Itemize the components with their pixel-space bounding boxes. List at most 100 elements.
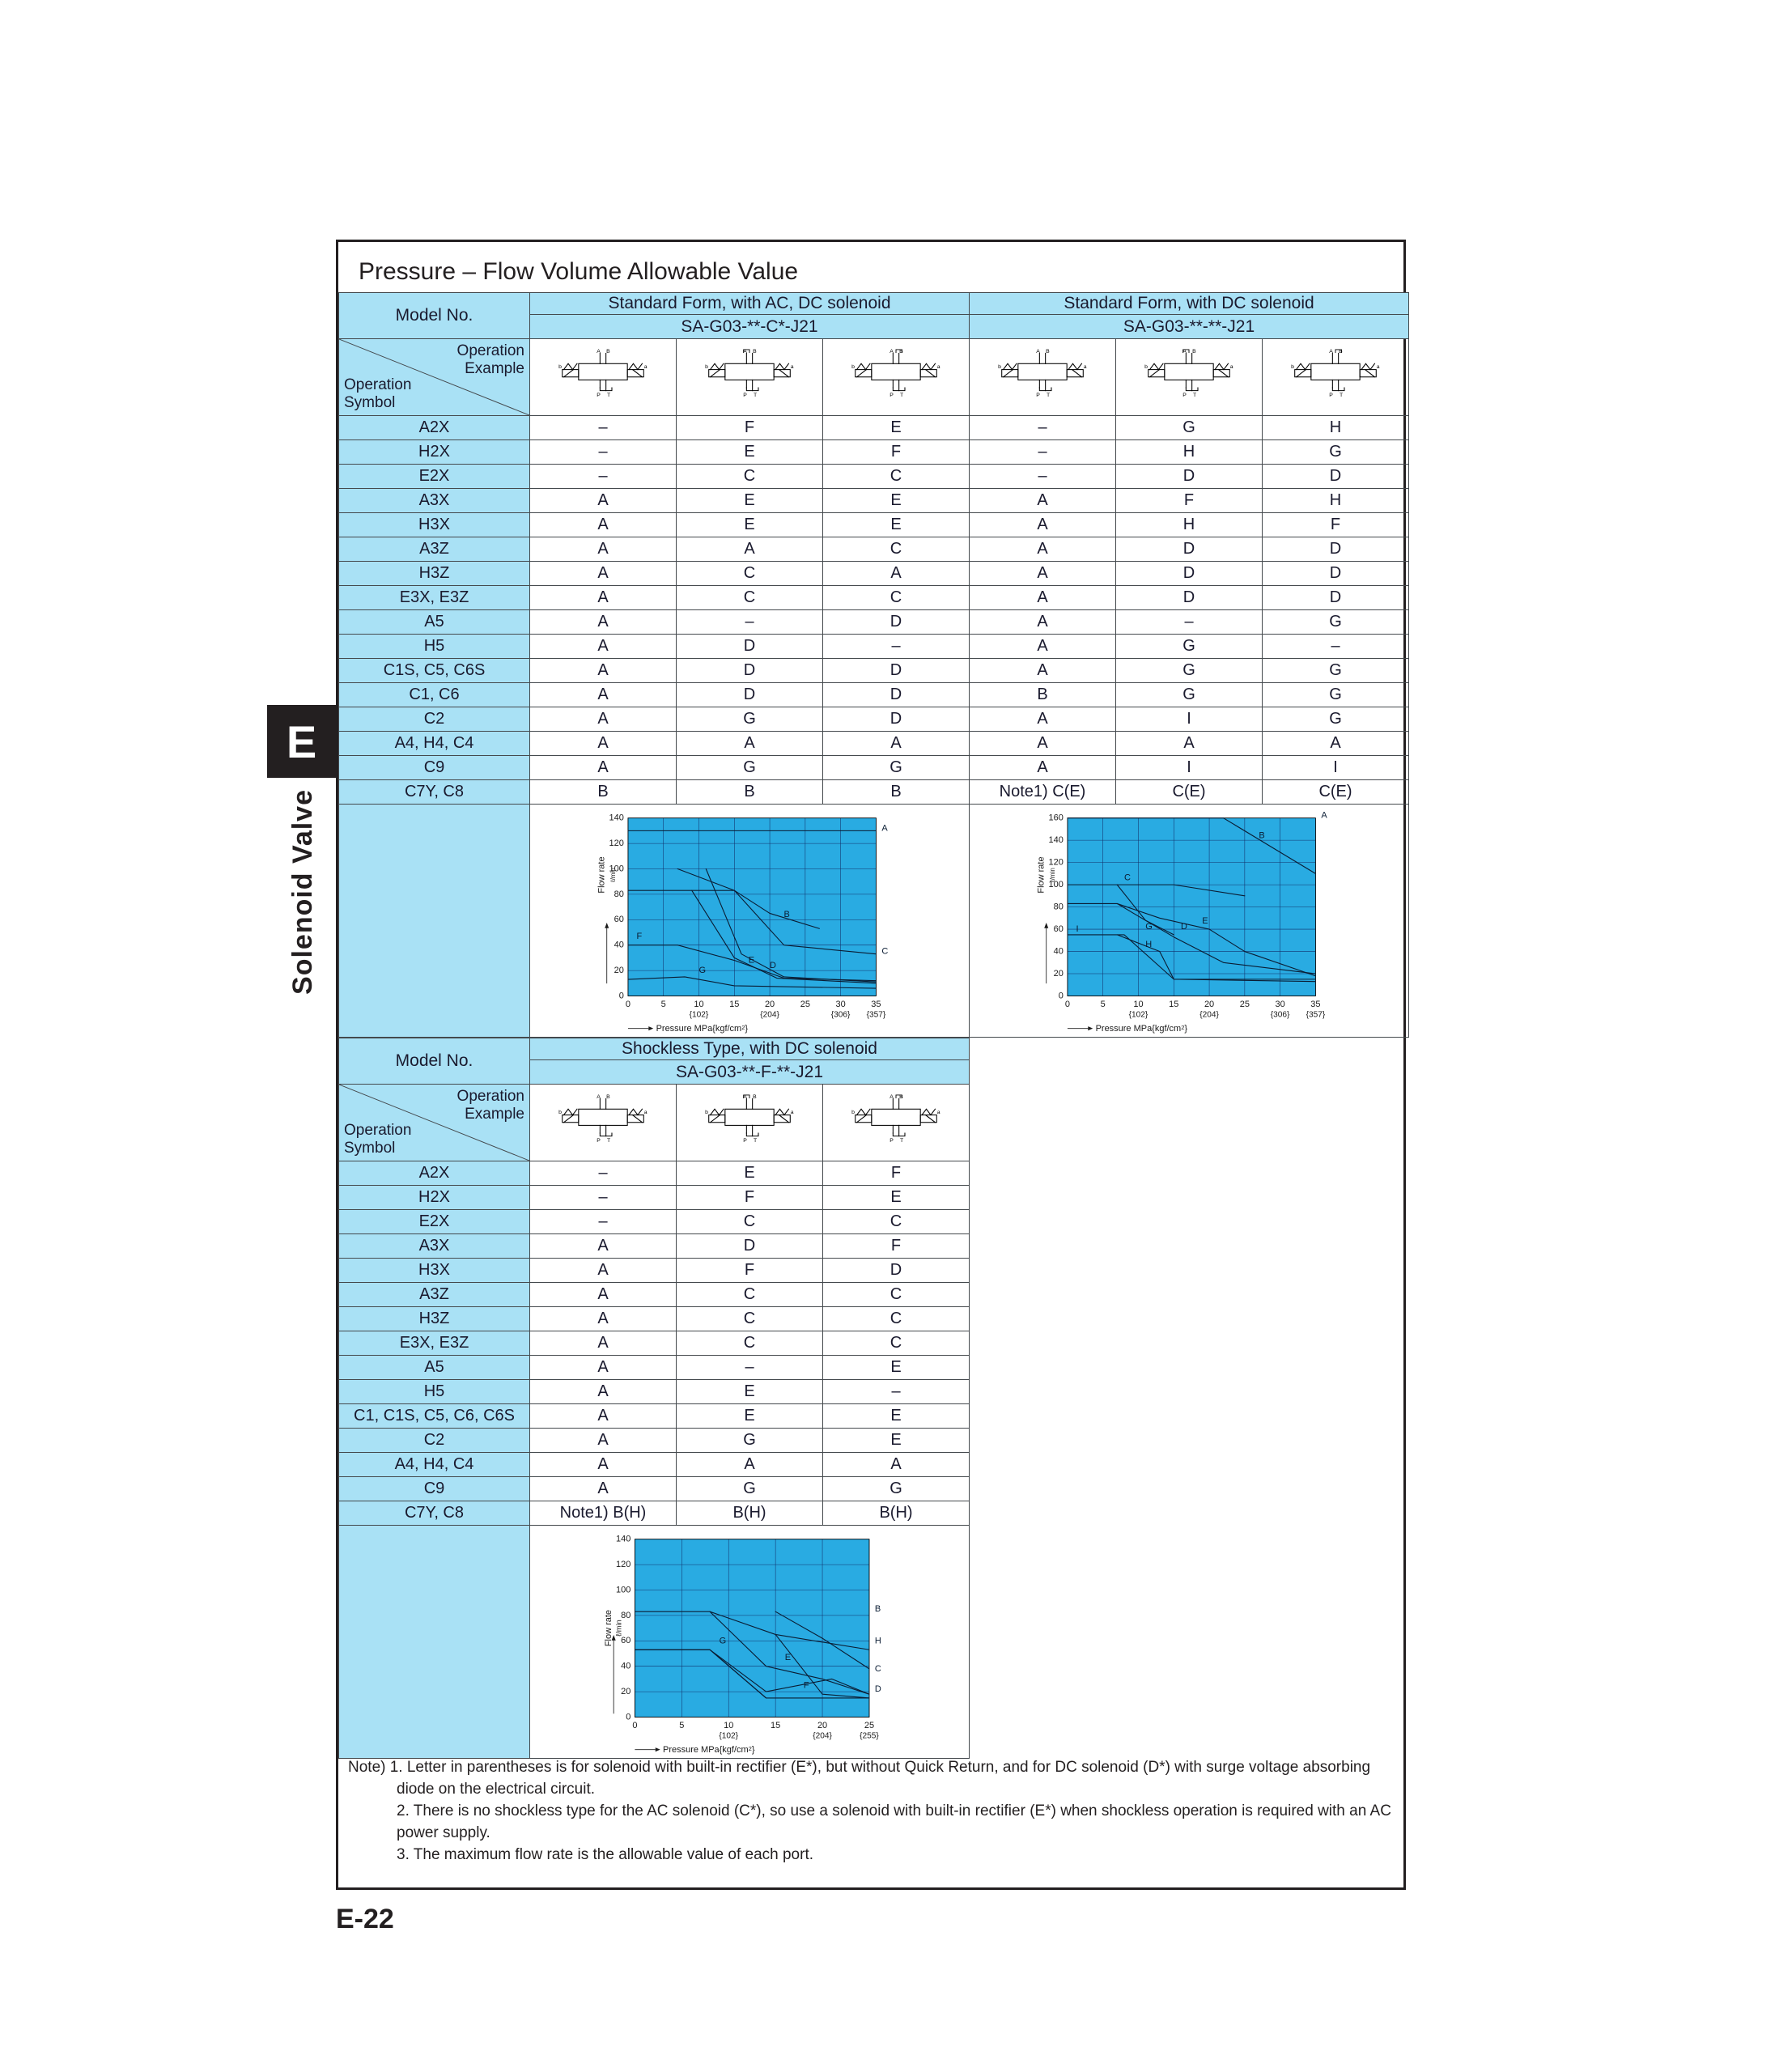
svg-text:ℓ/min: ℓ/min [614, 1620, 622, 1637]
svg-text:F: F [636, 932, 642, 941]
svg-text:F: F [804, 1680, 809, 1690]
svg-text:B: B [784, 910, 790, 919]
svg-text:Flow rate: Flow rate [1036, 856, 1046, 893]
svg-text:15: 15 [771, 1721, 780, 1730]
svg-text:10: 10 [724, 1721, 733, 1730]
svg-text:Flow rate: Flow rate [604, 1610, 614, 1646]
svg-text:10: 10 [1133, 1000, 1143, 1009]
svg-text:A: A [1036, 349, 1040, 355]
svg-text:B: B [1339, 349, 1343, 355]
svg-text:140: 140 [1049, 835, 1064, 845]
svg-text:Flow rate: Flow rate [597, 856, 606, 893]
svg-text:60: 60 [614, 915, 624, 924]
svg-text:15: 15 [729, 1000, 739, 1009]
svg-text:{102}: {102} [1129, 1011, 1148, 1020]
svg-text:35: 35 [1310, 1000, 1320, 1009]
svg-text:0: 0 [626, 1712, 631, 1722]
svg-text:40: 40 [621, 1662, 631, 1671]
svg-text:{102}: {102} [719, 1732, 738, 1741]
svg-text:5: 5 [1101, 1000, 1106, 1009]
svg-text:{357}: {357} [867, 1011, 886, 1020]
svg-text:100: 100 [616, 1585, 631, 1594]
svg-text:{306}: {306} [831, 1011, 851, 1020]
svg-text:0: 0 [626, 1000, 631, 1009]
svg-text:D: D [875, 1684, 881, 1694]
svg-text:0: 0 [619, 991, 624, 1000]
svg-text:C: C [881, 947, 888, 957]
svg-text:{204}: {204} [813, 1732, 832, 1741]
svg-text:{306}: {306} [1271, 1011, 1290, 1020]
svg-text:Pressure MPa{kgf/cm2}: Pressure MPa{kgf/cm2} [656, 1024, 749, 1034]
svg-text:15: 15 [1169, 1000, 1178, 1009]
svg-text:B: B [1259, 830, 1264, 840]
svg-text:A: A [881, 823, 888, 833]
svg-text:A: A [597, 349, 601, 355]
svg-text:0: 0 [1059, 991, 1064, 1000]
svg-text:B: B [899, 349, 903, 355]
svg-text:20: 20 [1054, 969, 1064, 979]
svg-text:120: 120 [616, 1560, 631, 1569]
svg-text:A: A [597, 1094, 601, 1100]
svg-text:0: 0 [1065, 1000, 1070, 1009]
svg-text:120: 120 [609, 839, 624, 848]
svg-text:60: 60 [621, 1636, 631, 1645]
svg-text:A: A [1182, 349, 1187, 355]
svg-text:25: 25 [1240, 1000, 1250, 1009]
svg-text:A: A [743, 1094, 747, 1100]
svg-text:160: 160 [1049, 813, 1064, 823]
svg-text:40: 40 [1054, 947, 1064, 957]
svg-text:20: 20 [621, 1687, 631, 1696]
svg-text:H: H [1145, 940, 1152, 949]
svg-text:20: 20 [614, 966, 624, 975]
svg-text:25: 25 [864, 1721, 874, 1730]
svg-text:E: E [1202, 916, 1208, 926]
svg-text:A: A [1329, 349, 1333, 355]
svg-text:G: G [1145, 922, 1153, 932]
svg-text:80: 80 [621, 1611, 631, 1620]
svg-text:80: 80 [614, 890, 624, 899]
svg-text:A: A [743, 349, 747, 355]
svg-text:{255}: {255} [860, 1732, 879, 1741]
svg-text:A: A [890, 349, 894, 355]
svg-text:0: 0 [632, 1721, 637, 1730]
svg-text:80: 80 [1054, 902, 1064, 912]
svg-text:30: 30 [1276, 1000, 1285, 1009]
svg-text:{204}: {204} [760, 1011, 779, 1020]
svg-text:A: A [1321, 811, 1327, 821]
svg-text:ℓ/min: ℓ/min [1049, 868, 1056, 883]
svg-text:E: E [785, 1653, 791, 1662]
svg-text:B: B [1046, 349, 1050, 355]
svg-text:A: A [890, 1094, 894, 1100]
svg-text:I: I [1076, 924, 1078, 934]
svg-text:B: B [606, 1094, 610, 1100]
svg-text:{204}: {204} [1199, 1011, 1219, 1020]
svg-text:B: B [875, 1604, 881, 1614]
svg-text:20: 20 [1204, 1000, 1214, 1009]
svg-text:140: 140 [609, 813, 624, 823]
svg-text:B: B [753, 1094, 757, 1100]
svg-text:5: 5 [661, 1000, 666, 1009]
svg-text:20: 20 [817, 1721, 827, 1730]
svg-text:10: 10 [694, 1000, 703, 1009]
svg-text:{102}: {102} [690, 1011, 709, 1020]
svg-text:140: 140 [616, 1535, 631, 1544]
svg-text:20: 20 [765, 1000, 775, 1009]
svg-text:B: B [606, 349, 610, 355]
svg-text:60: 60 [1054, 924, 1064, 934]
svg-text:30: 30 [836, 1000, 846, 1009]
svg-text:B: B [899, 1094, 903, 1100]
svg-text:C: C [1124, 873, 1131, 883]
svg-text:B: B [753, 349, 757, 355]
svg-text:Pressure MPa{kgf/cm2}: Pressure MPa{kgf/cm2} [1096, 1024, 1188, 1034]
svg-text:B: B [1192, 349, 1196, 355]
svg-text:Pressure MPa{kgf/cm2}: Pressure MPa{kgf/cm2} [663, 1745, 755, 1755]
svg-text:5: 5 [679, 1721, 684, 1730]
svg-text:25: 25 [800, 1000, 810, 1009]
svg-text:120: 120 [1049, 858, 1064, 868]
svg-text:{357}: {357} [1306, 1011, 1326, 1020]
svg-text:D: D [770, 961, 776, 970]
svg-text:ℓ/min: ℓ/min [609, 868, 617, 883]
svg-text:G: G [720, 1636, 727, 1645]
svg-text:H: H [875, 1636, 881, 1645]
svg-text:G: G [698, 966, 706, 975]
